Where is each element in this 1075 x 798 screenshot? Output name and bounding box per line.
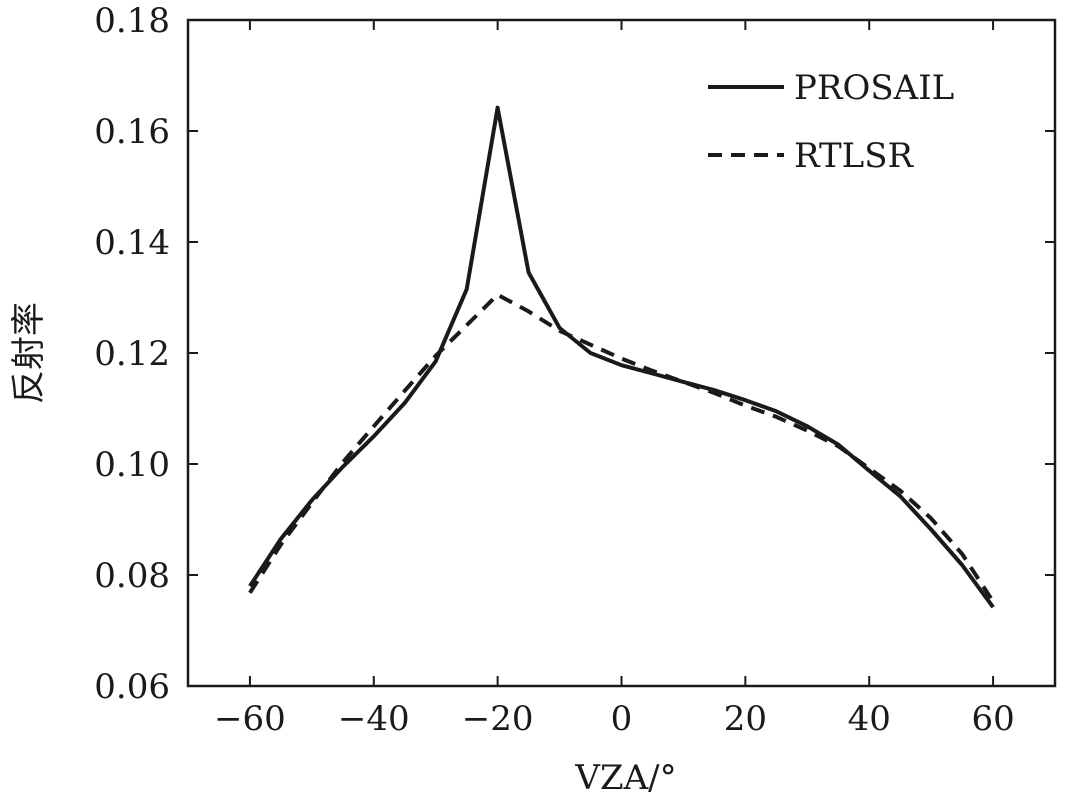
x-axis-title: VZA/° bbox=[574, 758, 676, 798]
y-tick-label: 0.14 bbox=[94, 223, 170, 263]
series-lines bbox=[248, 105, 995, 609]
axis-ticks bbox=[188, 19, 1055, 687]
x-tick-label: 20 bbox=[724, 699, 767, 739]
series-line-rtlsr bbox=[248, 292, 995, 603]
x-tick-label: −20 bbox=[462, 699, 534, 739]
y-axis-title: 反射率 bbox=[9, 302, 49, 404]
x-tick-label: 40 bbox=[848, 699, 891, 739]
x-tick-label: 60 bbox=[971, 699, 1014, 739]
legend: PROSAIL RTLSR bbox=[708, 68, 954, 176]
y-tick-label: 0.16 bbox=[94, 112, 170, 152]
series-line-prosail bbox=[248, 105, 995, 609]
y-tick-label: 0.06 bbox=[94, 667, 170, 707]
x-tick-label: −40 bbox=[338, 699, 410, 739]
y-tick-label: 0.12 bbox=[94, 334, 170, 374]
plot-frame bbox=[186, 18, 1057, 688]
legend-label-rtlsr: RTLSR bbox=[794, 136, 915, 176]
y-tick-label: 0.08 bbox=[94, 556, 170, 596]
x-tick-label: 0 bbox=[611, 699, 633, 739]
legend-label-prosail: PROSAIL bbox=[794, 68, 954, 108]
y-tick-label: 0.18 bbox=[94, 1, 170, 41]
x-tick-label: −60 bbox=[214, 699, 286, 739]
y-tick-label: 0.10 bbox=[94, 445, 170, 485]
axis-tick-labels: −60 −40 −20 0 20 40 60 0.06 0.08 0.10 0.12 0.14 0.16… bbox=[94, 1, 1014, 739]
